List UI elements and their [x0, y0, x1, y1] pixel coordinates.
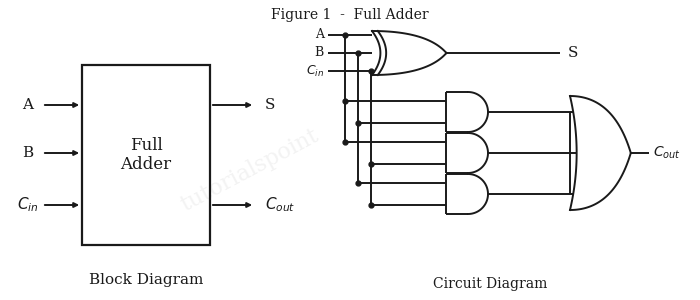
Text: A: A [22, 98, 34, 112]
Text: Block Diagram: Block Diagram [89, 273, 203, 287]
Text: $C_{out}$: $C_{out}$ [653, 145, 680, 161]
Text: B: B [22, 146, 34, 160]
Text: Circuit Diagram: Circuit Diagram [433, 277, 547, 291]
Text: A: A [315, 28, 324, 41]
Text: tutorialspoint: tutorialspoint [177, 124, 323, 216]
Bar [82, 65, 210, 245]
Text: $C_{in}$: $C_{in}$ [306, 63, 324, 79]
Text: Figure 1  -  Full Adder: Figure 1 - Full Adder [271, 8, 429, 22]
Text: B: B [315, 46, 324, 59]
Text: Full
Adder: Full Adder [120, 137, 172, 173]
Text: $C_{in}$: $C_{in}$ [18, 196, 38, 214]
Text: S: S [265, 98, 275, 112]
Text: $C_{out}$: $C_{out}$ [265, 196, 295, 214]
Text: S: S [568, 46, 578, 60]
